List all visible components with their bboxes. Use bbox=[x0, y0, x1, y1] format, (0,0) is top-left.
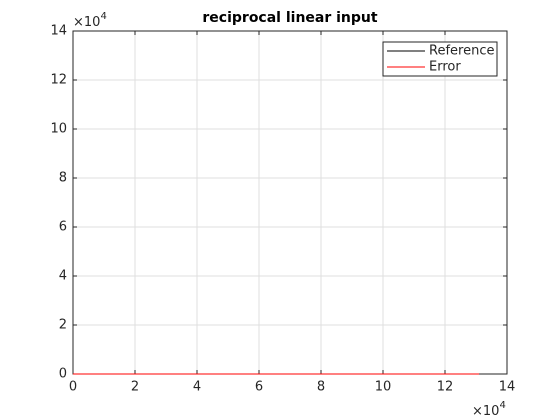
x-tick-label: 14 bbox=[499, 380, 516, 395]
exponent-base: ×10 bbox=[73, 15, 100, 30]
y-tick-label: 10 bbox=[50, 122, 67, 137]
axis-exponent: ×104 bbox=[73, 11, 107, 30]
x-tick-label: 12 bbox=[437, 380, 454, 395]
x-tick-label: 4 bbox=[193, 380, 201, 395]
chart-title: reciprocal linear input bbox=[202, 10, 377, 26]
y-tick-label: 0 bbox=[59, 367, 67, 382]
plot-area bbox=[73, 31, 507, 374]
axis-exponent: ×104 bbox=[472, 400, 506, 419]
legend-label: Error bbox=[429, 60, 461, 75]
y-tick-label: 6 bbox=[59, 220, 67, 235]
exponent-power: 4 bbox=[499, 400, 505, 411]
exponent-base: ×10 bbox=[472, 404, 499, 419]
y-tick-label: 14 bbox=[50, 24, 67, 39]
x-tick-label: 2 bbox=[131, 380, 139, 395]
legend-label: Reference bbox=[429, 44, 494, 59]
y-tick-label: 12 bbox=[50, 73, 67, 88]
x-tick-label: 0 bbox=[69, 380, 77, 395]
x-tick-label: 6 bbox=[255, 380, 263, 395]
legend-box bbox=[382, 41, 498, 77]
y-tick-label: 8 bbox=[59, 171, 67, 186]
x-tick-label: 10 bbox=[375, 380, 392, 395]
y-tick-label: 2 bbox=[59, 318, 67, 333]
exponent-power: 4 bbox=[100, 11, 106, 22]
x-tick-label: 8 bbox=[317, 380, 325, 395]
y-tick-label: 4 bbox=[59, 269, 67, 284]
